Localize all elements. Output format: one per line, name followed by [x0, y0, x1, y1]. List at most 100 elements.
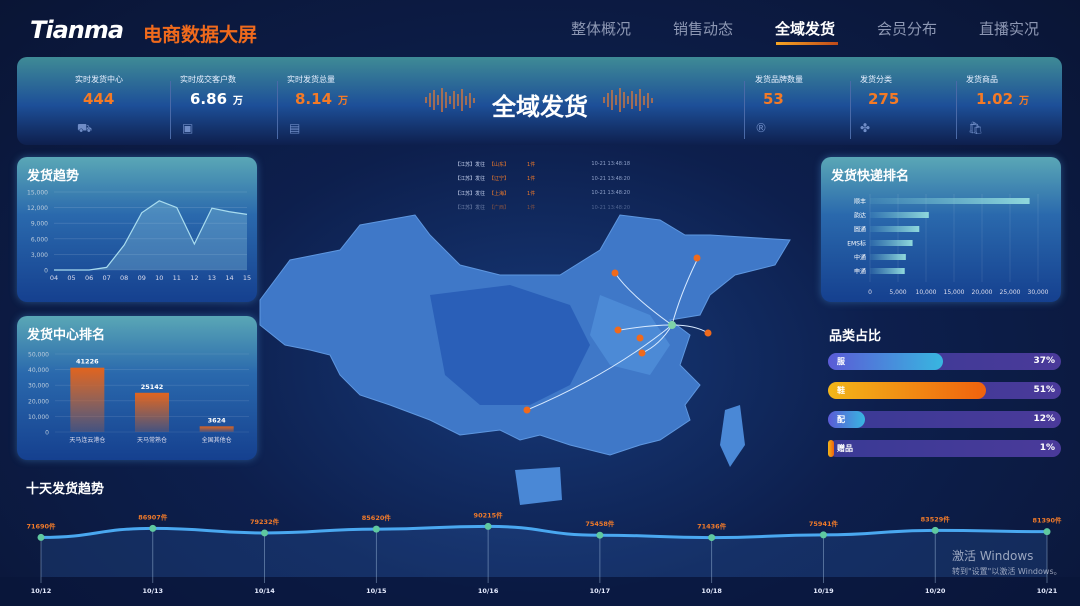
equalizer-bar: [437, 95, 439, 105]
x-tick-label: 15: [243, 274, 251, 282]
nav-tab-sales[interactable]: 销售动态: [673, 20, 734, 38]
x-tick-label: 06: [85, 274, 93, 282]
category-bar: 赠品 1%: [828, 440, 1061, 457]
map-region-taiwan: [720, 405, 745, 467]
ten-day-trend-chart: 71690件 10/12 86907件 10/13 79232件 10/14 85620件 1…: [0, 510, 1080, 606]
x-tick-label: 07: [102, 274, 110, 282]
category-bar-fill: [828, 440, 834, 457]
watermark-line1: 激活 Windows: [952, 549, 1034, 563]
shipping-trend-panel: 发货趋势 0 3,000 6,000 9,000 12,000 15,000 04 05 06 0…: [17, 157, 257, 302]
x-tick-label: 05: [67, 274, 75, 282]
ticker-time: 10-21 13:48:20: [591, 175, 630, 182]
equalizer-bar: [619, 88, 621, 112]
bar-value-label: 41226: [76, 358, 99, 366]
equalizer-bar: [647, 92, 649, 108]
stat-value: 444: [83, 90, 115, 108]
divider: [277, 81, 278, 139]
x-tick-label: 25,000: [1000, 289, 1021, 296]
y-tick-label: 圆通: [854, 226, 866, 234]
center-ranking-chart: 0 10,000 20,000 30,000 40,000 50,000 41226 天马连云…: [28, 352, 249, 444]
y-tick-label: 15,000: [27, 190, 48, 197]
stat-categories: 发货分类 275 ✤: [860, 57, 960, 145]
y-tick-label: 30,000: [28, 383, 49, 390]
area-fill: [41, 526, 1047, 577]
nav-tab-members[interactable]: 会员分布: [877, 20, 938, 38]
shipping-trend-chart: 0 3,000 6,000 9,000 12,000 15,000 04 05 06 07 08 09…: [27, 190, 251, 283]
equalizer-bar: [635, 94, 637, 106]
stat-label: 发货商品: [966, 75, 998, 84]
category-percent: 12%: [1033, 414, 1055, 424]
x-tick-label: 04: [50, 274, 58, 282]
x-tick-label: 10,000: [916, 289, 937, 296]
stat-label: 实时发货总量: [287, 75, 335, 84]
category-label: 赠品: [837, 444, 853, 453]
equalizer-bar: [651, 97, 653, 103]
equalizer-bar: [473, 97, 475, 103]
x-tick-label: 10/13: [143, 587, 163, 595]
bar-value-label: 25142: [141, 383, 164, 391]
china-map[interactable]: [230, 205, 810, 515]
x-tick-label: 10/19: [813, 587, 834, 595]
map-region-east: [590, 295, 670, 375]
equalizer-bar: [457, 94, 459, 106]
data-point: [931, 526, 939, 534]
data-point: [37, 533, 45, 541]
divider: [956, 81, 957, 139]
area-fill: [54, 200, 247, 270]
category-label: 鞋: [837, 386, 845, 395]
divider: [850, 81, 851, 139]
x-tick-label: 10/17: [590, 587, 610, 595]
nav-tab-overview[interactable]: 整体概况: [571, 20, 632, 38]
equalizer-bar: [461, 89, 463, 111]
stat-label: 实时成交客户数: [180, 75, 236, 84]
category-bar-fill: [828, 411, 866, 428]
category-percent: 1%: [1039, 443, 1055, 453]
data-point: [149, 524, 157, 532]
equalizer-bar: [425, 97, 427, 103]
stat-label: 实时发货中心: [75, 75, 123, 84]
category-share-title: 品类占比: [829, 329, 882, 344]
logo: Tianma: [30, 16, 124, 44]
bar: [870, 226, 920, 232]
equalizer-bar: [611, 90, 613, 110]
ticker-to: 【上海】: [489, 190, 510, 197]
category-bar-fill: [828, 382, 987, 399]
bar: [870, 198, 1030, 204]
wallet-icon: ▣: [182, 121, 194, 135]
nav-tab-shipping[interactable]: 全域发货: [775, 20, 836, 38]
nav-tab-live[interactable]: 直播实况: [979, 20, 1040, 38]
data-label: 75458件: [585, 519, 615, 528]
stat-total-shipped: 实时发货总量 8.14 万 ▤: [287, 57, 387, 145]
stat-label: 发货品牌数量: [755, 75, 803, 84]
y-tick-label: 40,000: [28, 367, 49, 374]
ticker-num: 1件: [527, 190, 536, 197]
registered-icon: ®: [755, 121, 767, 135]
y-tick-label: 10,000: [28, 414, 49, 421]
ticker-time: 10-21 13:48:18: [591, 161, 630, 168]
equalizer-bar: [615, 95, 617, 105]
windows-activation-watermark: 激活 Windows 转到"设置"以激活 Windows。: [952, 547, 1062, 577]
watermark-line2: 转到"设置"以激活 Windows。: [952, 567, 1062, 576]
ticker-to: 【广西】: [489, 205, 510, 212]
bar: [870, 254, 906, 260]
bar: [870, 240, 913, 246]
destination-points: [523, 254, 712, 414]
x-tick-label: 10/12: [31, 587, 51, 595]
data-label: 86907件: [138, 512, 168, 521]
equalizer-bar: [441, 88, 443, 112]
data-label: 71690件: [26, 521, 56, 530]
equalizer-bar: [469, 92, 471, 108]
page-title: 全域发货: [492, 93, 588, 121]
equalizer-bar: [433, 90, 435, 110]
y-tick-label: 20,000: [28, 398, 49, 405]
courier-ranking-panel: 发货快递排名 0 5,000 10,000 15,000 20,000 25,000 30,…: [821, 157, 1061, 302]
bar: [135, 392, 169, 432]
divider: [170, 81, 171, 139]
data-label: 71436件: [697, 522, 727, 531]
x-tick-label: 10: [155, 274, 163, 282]
ticker-from: 【江苏】发往: [455, 190, 486, 197]
x-tick-label: 10/14: [254, 587, 275, 595]
x-tick-label: 全国其他仓: [202, 436, 232, 444]
bar: [199, 426, 234, 432]
ticker-row: 【江苏】发往 【辽宁】 1件 10-21 13:48:20: [455, 172, 630, 187]
